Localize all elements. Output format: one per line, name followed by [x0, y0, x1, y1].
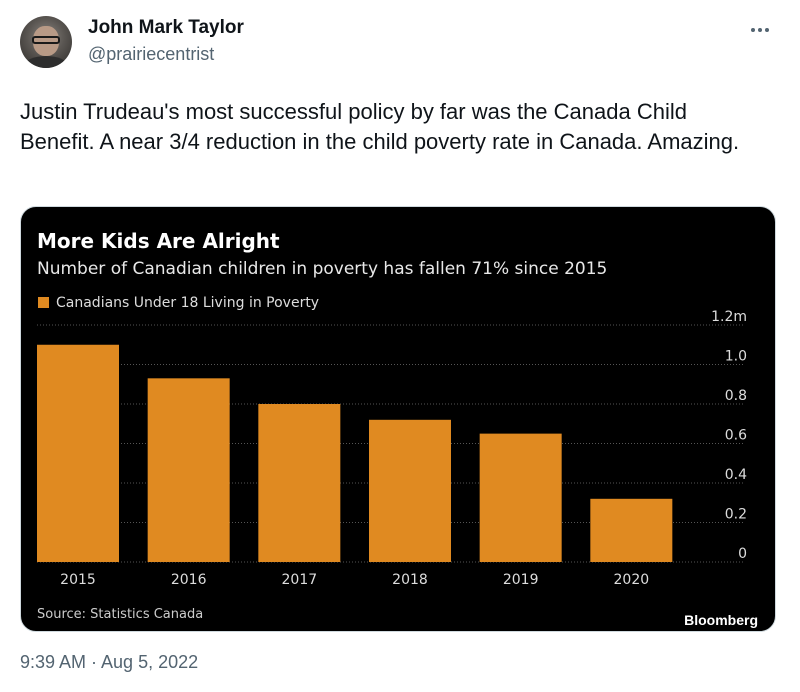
tweet-timestamp[interactable]: 9:39 AM · Aug 5, 2022 [20, 652, 199, 672]
y-tick-label: 0 [738, 546, 747, 562]
bar-2016 [147, 378, 230, 562]
y-axis: 0 0.2 0.4 0.6 0.8 1.0 1.2m [711, 309, 747, 562]
x-tick-label: 2016 [171, 572, 207, 588]
avatar-glasses [32, 36, 60, 44]
legend-swatch [38, 297, 49, 308]
legend-label: Canadians Under 18 Living in Poverty [56, 295, 319, 311]
more-icon [751, 28, 755, 32]
author-handle[interactable]: @prairiecentrist [88, 44, 215, 64]
bar-2018 [369, 419, 451, 562]
y-tick-label: 1.0 [725, 349, 747, 365]
more-icon-dot [758, 28, 762, 32]
x-tick-label: 2019 [503, 572, 539, 588]
chart-subtitle: Number of Canadian children in poverty h… [37, 259, 607, 279]
more-options-button[interactable] [742, 18, 778, 42]
bar-2015 [37, 344, 119, 562]
avatar[interactable] [20, 16, 72, 68]
x-axis: 2015 2016 2017 2018 2019 2020 [60, 572, 649, 588]
chart-source: Source: Statistics Canada [37, 607, 203, 622]
x-tick-label: 2020 [614, 572, 650, 588]
y-tick-label: 0.4 [725, 467, 747, 483]
x-tick-label: 2017 [282, 572, 318, 588]
avatar-shirt [24, 56, 68, 68]
y-tick-label: 0.6 [725, 428, 747, 444]
tweet-text: Justin Trudeau's most successful policy … [20, 99, 740, 154]
bar-2020 [590, 498, 673, 562]
more-icon-dot [765, 28, 769, 32]
avatar-face [33, 26, 59, 56]
x-tick-label: 2018 [392, 572, 428, 588]
y-tick-label: 1.2m [711, 309, 747, 325]
bars [37, 344, 673, 562]
chart-title: More Kids Are Alright [37, 229, 280, 253]
bar-chart: More Kids Are Alright Number of Canadian… [37, 229, 758, 628]
y-tick-label: 0.2 [725, 507, 747, 523]
bar-2017 [258, 404, 341, 562]
tweet-image[interactable]: More Kids Are Alright Number of Canadian… [20, 206, 776, 632]
x-tick-label: 2015 [60, 572, 96, 588]
y-tick-label: 0.8 [725, 388, 747, 404]
author-name[interactable]: John Mark Taylor [88, 17, 244, 38]
bar-2019 [479, 433, 562, 562]
brand-logo: Bloomberg [684, 612, 758, 628]
